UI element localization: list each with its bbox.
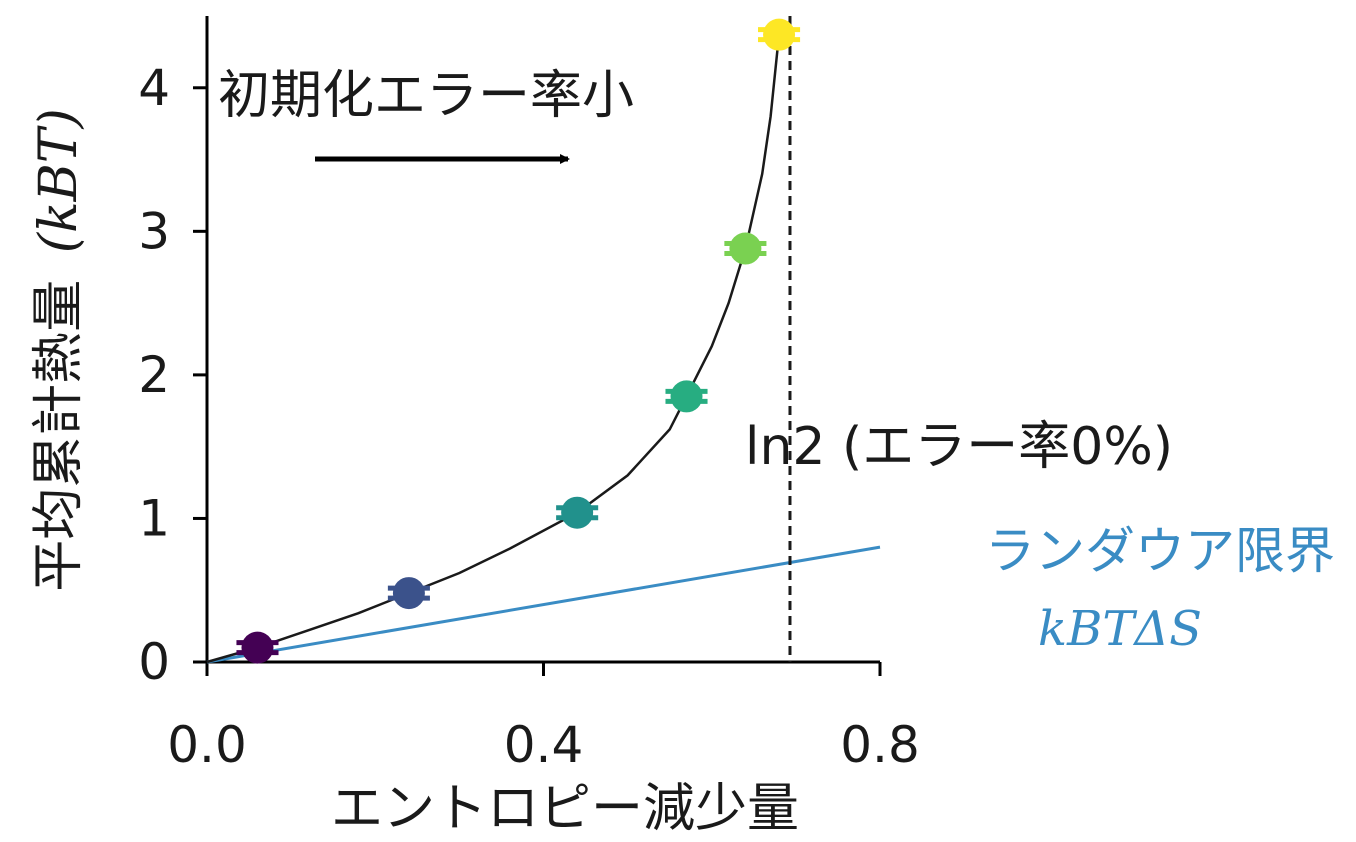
theory-curve	[206, 19, 785, 664]
y-tick-label: 1	[138, 489, 170, 547]
y-tick-label: 0	[138, 633, 170, 691]
data-point	[763, 18, 796, 51]
data-point	[561, 496, 594, 529]
x-tick-label: 0.8	[840, 716, 920, 774]
x-ticks: 0.0 0.4 0.8	[167, 662, 920, 774]
landauer-line-layer	[206, 545, 881, 664]
curve-layer	[206, 19, 785, 664]
landauer-label: ランダウア限界	[985, 522, 1335, 580]
landauer-formula: kBTΔS	[1038, 601, 1202, 657]
x-tick-label: 0.0	[167, 716, 247, 774]
y-tick-label: 2	[138, 346, 170, 404]
y-tick-label: 4	[138, 59, 170, 117]
y-axis-title: 平均累計熱量 (kBT)	[29, 108, 90, 592]
y-axis-title-unit: (kBT)	[29, 108, 89, 253]
data-point	[670, 380, 703, 413]
data-point	[729, 232, 762, 265]
landauer-line	[206, 545, 881, 664]
y-axis-title-group: 平均累計熱量 (kBT)	[29, 108, 90, 592]
x-axis-title: エントロピー減少量	[331, 779, 799, 839]
ln2-annotation: ln2 (エラー率0%)	[745, 417, 1173, 477]
arrow-annotation-text: 初期化エラー率小	[218, 66, 634, 126]
y-axis-title-main: 平均累計熱量	[29, 280, 89, 592]
x-tick-label: 0.4	[504, 716, 584, 774]
points-layer	[236, 18, 801, 664]
data-point	[392, 577, 425, 610]
y-tick-label: 3	[138, 202, 170, 260]
y-ticks: 0 1 2 3 4	[138, 59, 207, 691]
data-point	[241, 631, 274, 664]
